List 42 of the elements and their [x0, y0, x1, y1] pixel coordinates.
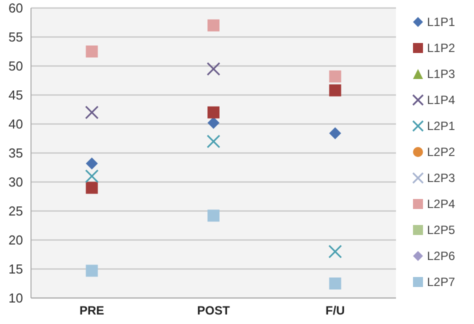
- legend-label: L1P4: [427, 93, 456, 107]
- point: [329, 84, 342, 96]
- legend-label: L1P1: [427, 15, 456, 29]
- point: [86, 264, 98, 277]
- y-tick-label: 60: [8, 0, 23, 16]
- y-tick-label: 25: [8, 204, 23, 219]
- legend-label: L2P3: [427, 171, 456, 185]
- y-tick-label: 50: [8, 58, 23, 74]
- point: [208, 106, 220, 118]
- y-tick-label: 45: [8, 88, 23, 103]
- point: [208, 116, 220, 129]
- point: [329, 278, 342, 290]
- point: [86, 182, 98, 194]
- y-tick-label: 30: [8, 174, 23, 190]
- point: [206, 134, 220, 148]
- point: [329, 127, 342, 140]
- legend-label: L2P7: [427, 275, 456, 289]
- point: [208, 19, 220, 32]
- legend-label: L1P3: [427, 67, 456, 81]
- y-tick-label: 55: [8, 30, 23, 45]
- point: [85, 106, 99, 120]
- y-tick-label: 35: [8, 146, 23, 161]
- legend-label: L2P5: [427, 223, 456, 237]
- y-tick-label: 10: [8, 290, 23, 306]
- point: [328, 244, 342, 258]
- legend-label: L1P2: [427, 41, 456, 55]
- point: [86, 46, 98, 58]
- y-tick-label: 15: [8, 262, 23, 277]
- x-tick-label: F/U: [325, 304, 345, 318]
- legend-label: L2P4: [427, 197, 456, 211]
- point: [329, 70, 342, 82]
- point: [208, 210, 220, 222]
- x-tick-label: PRE: [79, 304, 104, 318]
- point: [86, 157, 98, 170]
- x-tick-label: POST: [197, 304, 231, 318]
- y-tick-label: 40: [8, 116, 23, 132]
- point: [206, 62, 220, 76]
- legend-label: L2P1: [427, 119, 456, 133]
- point: [85, 169, 99, 183]
- y-tick-label: 20: [8, 232, 23, 248]
- legend-label: L2P6: [427, 249, 456, 263]
- legend-label: L2P2: [427, 145, 456, 159]
